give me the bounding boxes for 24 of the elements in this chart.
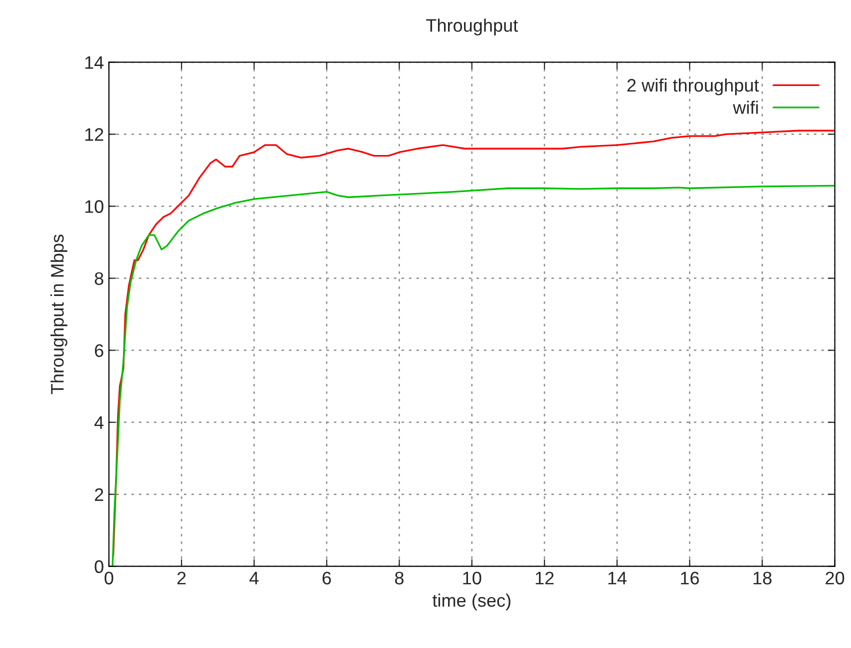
x-tick-label: 8 — [395, 572, 404, 584]
x-tick-label: 12 — [536, 572, 554, 584]
y-tick-label: 2 — [94, 488, 104, 501]
y-tick-label: 4 — [94, 416, 104, 429]
legend-label: wifi — [732, 100, 758, 114]
x-tick-label: 18 — [754, 572, 772, 584]
x-tick-label: 16 — [680, 572, 699, 584]
x-tick-label: 20 — [826, 572, 844, 584]
x-tick-label: 2 — [177, 572, 186, 584]
y-axis-title: Throughput in Mbps — [50, 234, 68, 394]
x-tick-label: 10 — [463, 572, 482, 584]
x-tick-label: 4 — [250, 572, 259, 584]
y-tick-label: 14 — [85, 56, 104, 69]
x-axis-title: time (sec) — [432, 594, 510, 610]
x-tick-label: 14 — [608, 572, 627, 584]
x-tick-label: 6 — [322, 572, 331, 584]
y-tick-label: 12 — [85, 128, 104, 141]
chart-title: Throughput — [426, 18, 518, 36]
y-tick-label: 8 — [94, 272, 104, 285]
y-tick-label: 0 — [94, 560, 104, 574]
y-tick-label: 6 — [94, 344, 104, 358]
y-tick-label: 10 — [85, 200, 104, 213]
x-tick-label: 0 — [104, 572, 114, 584]
legend-label: 2 wifi throughput — [627, 78, 759, 96]
